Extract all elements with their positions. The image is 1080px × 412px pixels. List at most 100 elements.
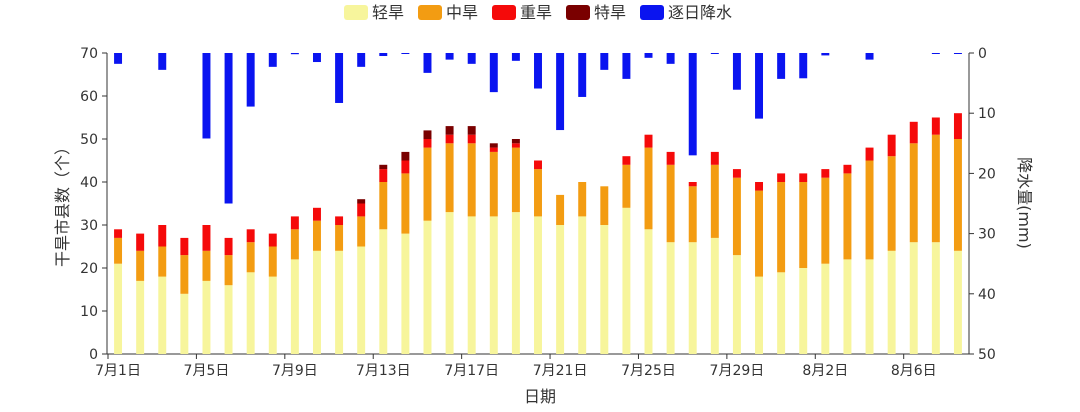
bar-中旱 bbox=[556, 194, 565, 225]
x-tick-label: 7月13日 bbox=[356, 363, 411, 379]
precip-bar bbox=[821, 53, 830, 56]
precip-bar bbox=[666, 53, 675, 64]
bar-重旱 bbox=[268, 233, 277, 247]
bar-中旱 bbox=[114, 237, 123, 264]
bar-轻旱 bbox=[401, 233, 410, 354]
bar-中旱 bbox=[136, 250, 145, 281]
bar-轻旱 bbox=[666, 242, 675, 354]
bar-轻旱 bbox=[534, 216, 542, 354]
y-tick-label: 40 bbox=[80, 175, 98, 191]
bar-重旱 bbox=[821, 169, 830, 178]
bar-重旱 bbox=[246, 229, 255, 243]
legend-item: 轻旱 bbox=[344, 3, 404, 22]
bar-中旱 bbox=[379, 182, 388, 230]
x-tick-label: 8月6日 bbox=[891, 363, 937, 379]
bar-中旱 bbox=[489, 151, 498, 217]
y-tick-label: 10 bbox=[80, 304, 98, 320]
bar-轻旱 bbox=[865, 259, 874, 354]
x-tick-label: 7月17日 bbox=[444, 363, 499, 379]
precip-bar bbox=[931, 53, 940, 54]
bar-中旱 bbox=[843, 173, 852, 260]
bar-轻旱 bbox=[357, 246, 366, 354]
bar-中旱 bbox=[246, 242, 255, 273]
bar-中旱 bbox=[202, 250, 211, 281]
bar-中旱 bbox=[865, 160, 874, 260]
precip-bar bbox=[556, 53, 565, 131]
legend-item: 中旱 bbox=[418, 3, 478, 22]
bar-重旱 bbox=[158, 225, 167, 247]
precip-bar bbox=[401, 53, 410, 54]
precip-bar bbox=[158, 53, 167, 70]
bar-特旱 bbox=[489, 143, 498, 148]
y-tick-label: 60 bbox=[80, 89, 98, 105]
precip-bar bbox=[644, 53, 653, 58]
bar-中旱 bbox=[600, 186, 609, 225]
bar-轻旱 bbox=[158, 276, 167, 354]
bar-重旱 bbox=[953, 113, 962, 139]
bar-中旱 bbox=[158, 246, 167, 277]
bar-轻旱 bbox=[180, 293, 189, 354]
y-tick-label: 70 bbox=[80, 46, 98, 62]
bar-重旱 bbox=[909, 121, 918, 144]
bar-中旱 bbox=[953, 139, 962, 251]
y2-tick-label: 20 bbox=[978, 166, 996, 182]
bar-重旱 bbox=[843, 164, 852, 174]
y2-tick-label: 10 bbox=[978, 106, 996, 122]
bar-重旱 bbox=[335, 216, 344, 225]
legend-label: 中旱 bbox=[446, 3, 478, 22]
bar-轻旱 bbox=[202, 280, 211, 354]
y-tick-label: 50 bbox=[80, 132, 98, 148]
precip-bar bbox=[357, 53, 366, 67]
legend-label: 逐日降水 bbox=[668, 3, 732, 22]
x-axis-label: 日期 bbox=[524, 387, 556, 406]
bar-轻旱 bbox=[423, 220, 432, 354]
bar-轻旱 bbox=[224, 285, 233, 354]
x-tick-label: 7月1日 bbox=[95, 363, 141, 379]
bar-重旱 bbox=[401, 160, 410, 174]
bar-轻旱 bbox=[114, 263, 123, 354]
precip-bar bbox=[445, 53, 454, 60]
bar-特旱 bbox=[379, 164, 388, 170]
bar-特旱 bbox=[357, 199, 366, 204]
y2-tick-label: 50 bbox=[978, 347, 996, 363]
precip-bar bbox=[688, 53, 697, 156]
bar-轻旱 bbox=[909, 242, 918, 354]
bar-轻旱 bbox=[843, 259, 852, 354]
bar-重旱 bbox=[489, 147, 498, 152]
y2-tick-label: 40 bbox=[978, 287, 996, 303]
precip-bar bbox=[534, 53, 542, 89]
x-tick-label: 8月2日 bbox=[802, 363, 848, 379]
bar-中旱 bbox=[755, 190, 764, 277]
bar-轻旱 bbox=[290, 259, 299, 354]
bar-中旱 bbox=[180, 255, 189, 294]
bar-中旱 bbox=[909, 143, 918, 243]
bar-轻旱 bbox=[268, 276, 277, 354]
bar-中旱 bbox=[799, 182, 808, 268]
precip-bar bbox=[290, 53, 299, 55]
bar-中旱 bbox=[821, 177, 830, 264]
bar-重旱 bbox=[644, 134, 653, 148]
bar-中旱 bbox=[335, 225, 344, 251]
bar-中旱 bbox=[578, 182, 587, 217]
bar-中旱 bbox=[777, 182, 786, 273]
bar-特旱 bbox=[423, 130, 432, 139]
legend-item: 重旱 bbox=[492, 3, 552, 22]
bar-重旱 bbox=[114, 229, 123, 238]
bar-轻旱 bbox=[755, 276, 764, 354]
bar-重旱 bbox=[887, 134, 896, 157]
bar-轻旱 bbox=[246, 272, 255, 354]
drought-bars bbox=[114, 113, 962, 354]
y2-tick-label: 30 bbox=[978, 227, 996, 243]
legend-label: 特旱 bbox=[594, 3, 626, 22]
precip-bar bbox=[511, 53, 520, 61]
bar-重旱 bbox=[534, 160, 542, 170]
bar-轻旱 bbox=[556, 225, 565, 354]
legend-swatch bbox=[418, 5, 442, 20]
bar-重旱 bbox=[357, 203, 366, 217]
bar-轻旱 bbox=[511, 212, 520, 354]
x-tick-label: 7月29日 bbox=[710, 363, 765, 379]
x-tick-label: 7月9日 bbox=[272, 363, 318, 379]
precip-bar bbox=[246, 53, 255, 107]
bar-特旱 bbox=[467, 126, 476, 135]
precip-bar bbox=[379, 53, 388, 57]
